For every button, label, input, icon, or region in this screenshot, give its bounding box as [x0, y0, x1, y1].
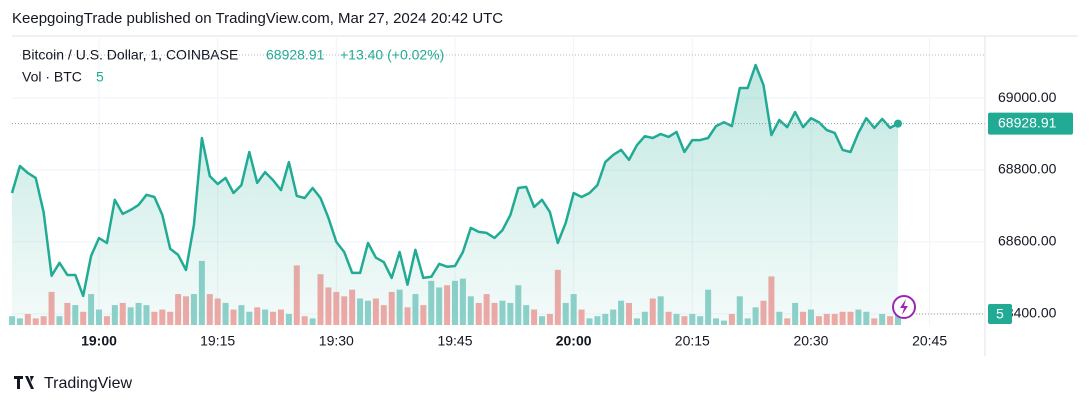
y-tick-label: 69000.00: [998, 89, 1057, 105]
brand: TradingView: [44, 375, 132, 392]
x-tick-label: 20:15: [675, 333, 710, 349]
alert-bolt: [900, 299, 908, 315]
y-tick-label: 68600.00: [998, 233, 1057, 249]
price-area: [12, 65, 898, 325]
legend-volume-value: 5: [96, 69, 104, 85]
x-tick-label: 19:00: [81, 333, 117, 349]
price-line: [10, 63, 899, 298]
price-badge: [988, 112, 1073, 135]
price-badge-label: 68928.91: [998, 114, 1057, 130]
volume-badge: [988, 303, 1012, 324]
x-tick-label: 19:45: [437, 333, 472, 349]
volume-badge-label: 5: [996, 306, 1004, 322]
x-tick-label: 20:00: [556, 333, 592, 349]
x-tick-label: 19:15: [200, 333, 235, 349]
x-tick-label: 19:30: [319, 333, 354, 349]
y-tick-label: 68400.00: [998, 305, 1057, 321]
legend-change: +13.40 (+0.02%): [340, 47, 444, 63]
last-point: [893, 119, 902, 128]
y-tick-label: 68800.00: [998, 161, 1057, 177]
x-tick-label: 20:30: [793, 333, 828, 349]
legend-volume: Vol · BTC: [22, 69, 82, 85]
header: KeepgoingTrade published on TradingView.…: [12, 10, 503, 27]
legend-symbol: Bitcoin / U.S. Dollar, 1, COINBASE: [22, 47, 238, 63]
legend-price: 68928.91: [266, 47, 325, 63]
x-tick-label: 20:45: [912, 333, 947, 349]
brand-logo: [14, 376, 34, 389]
